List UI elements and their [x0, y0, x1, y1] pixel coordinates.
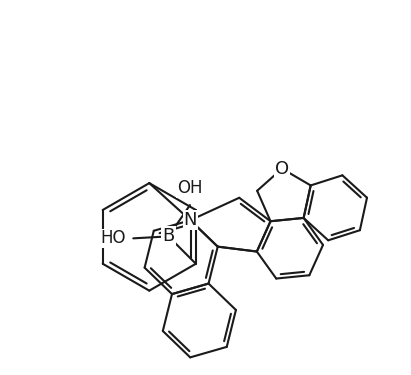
Text: B: B [162, 227, 175, 245]
Text: OH: OH [177, 179, 203, 197]
Text: HO: HO [100, 230, 125, 248]
Text: B: B [162, 227, 175, 245]
Text: OH: OH [177, 179, 203, 197]
Text: HO: HO [100, 230, 125, 248]
Text: N: N [184, 211, 197, 229]
Text: N: N [184, 211, 197, 229]
Text: O: O [275, 160, 289, 178]
